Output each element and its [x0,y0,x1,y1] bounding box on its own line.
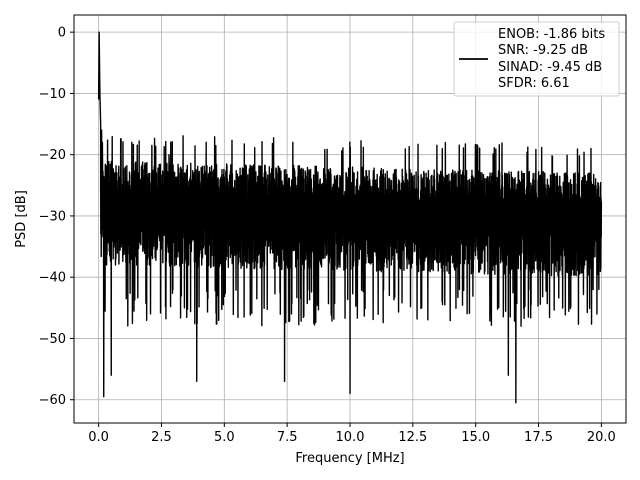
x-tick-label: 15.0 [461,430,490,445]
x-axis-ticks: 0.0 2.5 5.0 7.5 10.0 12.5 15.0 17.5 20.0 [88,423,616,445]
y-axis-ticks: 0 −10 −20 −30 −40 −50 −60 [39,26,74,408]
x-tick-label: 20.0 [587,430,616,445]
y-tick-label: −60 [39,393,66,408]
x-tick-label: 17.5 [524,430,553,445]
x-tick-label: 5.0 [214,430,235,445]
y-tick-label: −10 [39,87,66,102]
legend-box [453,21,620,97]
x-axis-title: Frequency [MHz] [295,451,404,466]
data-layer [97,31,603,404]
x-tick-label: 12.5 [398,430,427,445]
y-axis-title: PSD [dB] [14,190,29,248]
legend-sfdr: SFDR: 6.61 [498,76,570,91]
y-tick-label: −20 [39,148,66,163]
y-tick-label: −40 [39,271,66,286]
y-tick-label: 0 [58,26,66,41]
y-tick-label: −30 [39,209,66,224]
legend-snr: SNR: -9.25 dB [498,43,588,58]
legend-enob: ENOB: -1.86 bits [498,27,605,42]
x-tick-label: 0.0 [88,430,109,445]
y-tick-label: −50 [39,332,66,347]
legend-sinad: SINAD: -9.45 dB [498,60,602,75]
x-tick-label: 7.5 [277,430,298,445]
x-tick-label: 2.5 [151,430,172,445]
x-tick-label: 10.0 [336,430,365,445]
legend: ENOB: -1.86 bits SNR: -9.25 dB SINAD: -9… [453,21,620,97]
psd-series-line [97,31,603,404]
